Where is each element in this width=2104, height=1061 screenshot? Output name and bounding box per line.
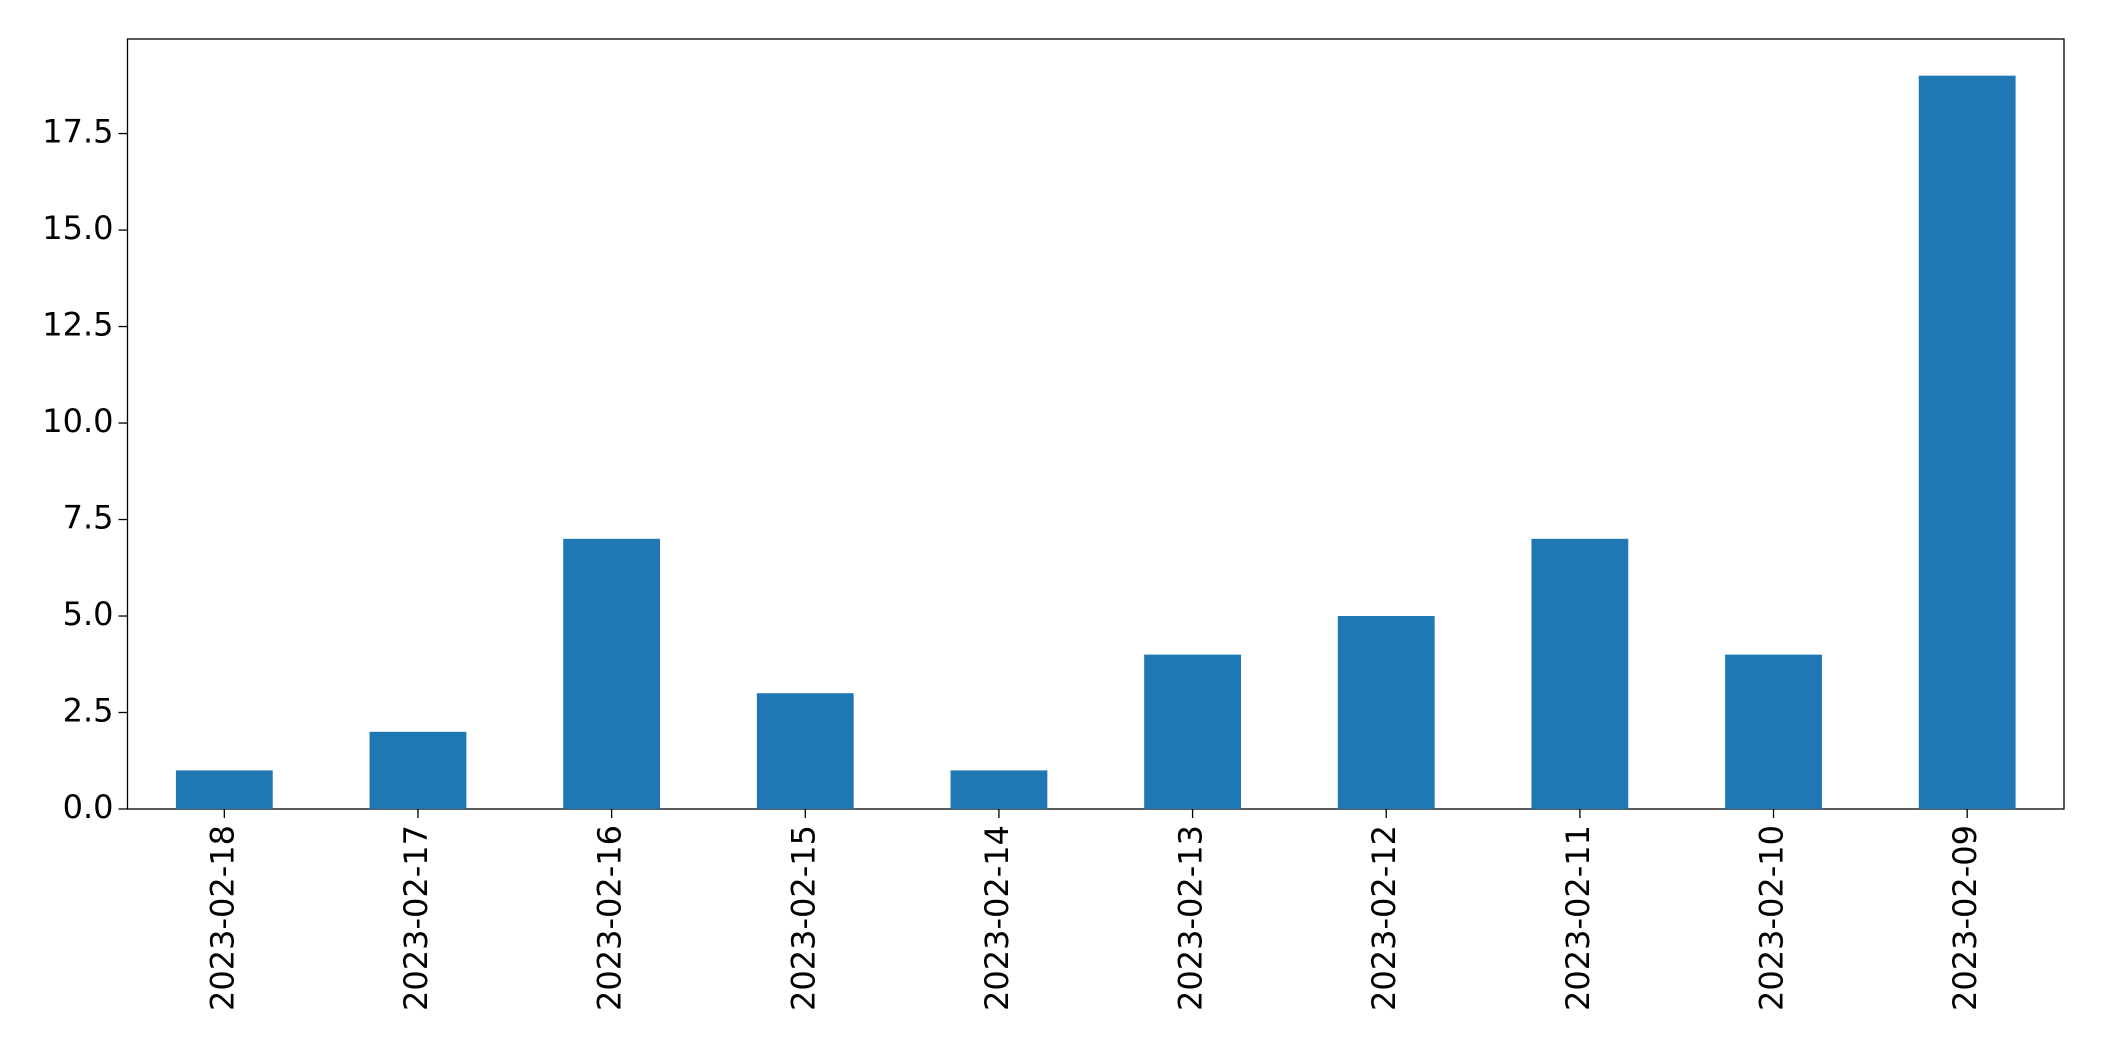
bar: [1337, 616, 1435, 809]
bar: [1725, 654, 1822, 809]
y-tick-label: 17.5: [42, 113, 113, 151]
y-tick-label: 2.5: [63, 692, 114, 730]
bar: [369, 731, 467, 809]
x-tick-label: 2023-02-13: [1172, 825, 1210, 1011]
bar: [1918, 75, 2016, 809]
y-tick-label: 5.0: [63, 595, 114, 633]
bar: [1144, 654, 1241, 809]
x-tick-label: 2023-02-16: [591, 825, 629, 1011]
x-tick-label: 2023-02-11: [1559, 825, 1597, 1011]
y-tick-label: 7.5: [63, 499, 114, 537]
x-tick-label: 2023-02-12: [1365, 825, 1403, 1011]
bar: [563, 538, 661, 809]
y-tick-label: 0.0: [63, 788, 114, 826]
x-tick-label: 2023-02-18: [203, 825, 241, 1011]
bar: [950, 770, 1048, 809]
y-tick-label: 10.0: [42, 402, 113, 440]
bar: [1531, 538, 1629, 809]
y-tick-label: 15.0: [42, 209, 113, 247]
x-tick-label: 2023-02-10: [1753, 825, 1791, 1011]
y-tick-label: 12.5: [42, 306, 113, 344]
x-tick-label: 2023-02-14: [978, 825, 1016, 1011]
plot-frame: [126, 38, 2065, 810]
bar: [175, 770, 273, 809]
bar: [756, 693, 854, 809]
x-tick-label: 2023-02-17: [397, 825, 435, 1011]
x-tick-label: 2023-02-15: [784, 825, 822, 1011]
x-tick-label: 2023-02-09: [1946, 825, 1984, 1011]
